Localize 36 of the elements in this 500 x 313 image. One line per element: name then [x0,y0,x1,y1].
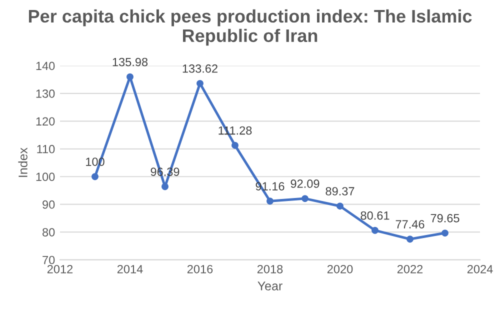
y-tick-label: 90 [42,200,55,209]
x-axis-title: Year [258,282,282,290]
data-label: 135.98 [112,58,148,66]
data-label: 80.61 [360,211,390,220]
x-tick-label: 2018 [257,264,283,274]
point [126,73,134,80]
data-label: 92.09 [290,180,320,188]
point [406,236,414,243]
y-tick-label: 140 [36,62,55,70]
x-tick-label: 2020 [327,264,353,274]
y-tick-label: 70 [42,256,55,264]
y-tick-label: 80 [42,228,55,236]
data-label: 79.65 [430,214,460,222]
point [162,183,168,190]
y-tick-label: 120 [36,117,55,126]
x-tick-label: 2012 [47,264,73,274]
data-label: 89.37 [326,187,354,196]
chart-title: Per capita chick pees production index: The Islamic Republic of Iran [28,9,472,46]
data-label: 133.62 [182,64,218,73]
x-tick-label: 2022 [397,264,423,274]
point [196,80,204,87]
point [266,198,274,205]
x-tick-label: 2016 [187,264,213,274]
point [336,202,344,210]
y-axis-title: Index [18,148,28,177]
point [372,226,378,234]
point [232,142,238,149]
point [302,195,308,202]
point [92,173,98,180]
y-tick-label: 110 [37,144,55,154]
point [442,230,448,237]
x-tick-label: 2024 [467,264,493,274]
x-tick-label: 2014 [117,264,143,274]
y-tick-label: 100 [36,172,55,182]
data-label: 77.46 [396,220,424,228]
y-tick-label: 130 [36,89,55,98]
